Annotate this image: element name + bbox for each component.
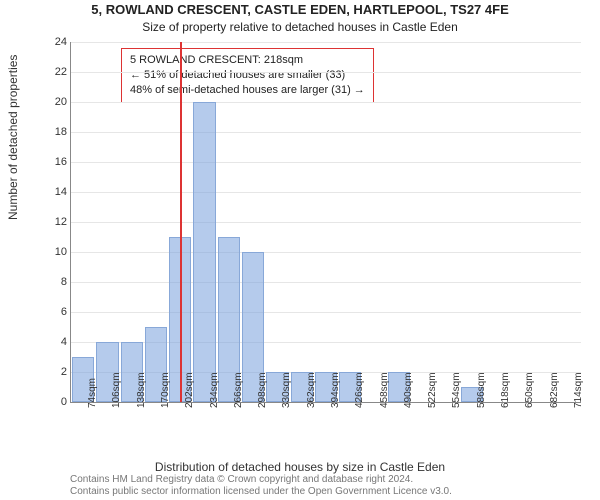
y-tick-label: 24	[41, 36, 67, 48]
page-subtitle: Size of property relative to detached ho…	[0, 20, 600, 34]
y-tick-label: 12	[41, 216, 67, 228]
page-title: 5, ROWLAND CRESCENT, CASTLE EDEN, HARTLE…	[0, 2, 600, 17]
annotation-line: 5 ROWLAND CRESCENT: 218sqm	[130, 53, 365, 68]
chart-plot-area: 5 ROWLAND CRESCENT: 218sqm ← 51% of deta…	[70, 42, 581, 403]
x-tick-label: 522sqm	[427, 372, 438, 408]
x-tick-label: 362sqm	[306, 372, 317, 408]
gridline	[71, 72, 581, 73]
x-tick-label: 170sqm	[160, 372, 171, 408]
annotation-line: 48% of semi-detached houses are larger (…	[130, 83, 365, 98]
x-tick-label: 490sqm	[403, 372, 414, 408]
x-tick-label: 234sqm	[209, 372, 220, 408]
x-tick-label: 74sqm	[87, 378, 98, 408]
y-tick-label: 2	[41, 366, 67, 378]
credits-line: Contains public sector information licen…	[70, 486, 590, 498]
x-tick-label: 586sqm	[476, 372, 487, 408]
x-tick-label: 138sqm	[136, 372, 147, 408]
histogram-bar	[193, 102, 215, 402]
gridline	[71, 222, 581, 223]
x-tick-label: 554sqm	[451, 372, 462, 408]
y-tick-label: 18	[41, 126, 67, 138]
x-axis-label: Distribution of detached houses by size …	[0, 460, 600, 474]
x-tick-label: 330sqm	[281, 372, 292, 408]
y-tick-label: 4	[41, 336, 67, 348]
credits-line: Contains HM Land Registry data © Crown c…	[70, 474, 590, 486]
x-tick-label: 682sqm	[549, 372, 560, 408]
gridline	[71, 252, 581, 253]
y-tick-label: 14	[41, 186, 67, 198]
gridline	[71, 192, 581, 193]
credits: Contains HM Land Registry data © Crown c…	[70, 474, 590, 498]
y-axis-label: Number of detached properties	[6, 55, 20, 220]
gridline	[71, 282, 581, 283]
annotation-line: ← 51% of detached houses are smaller (33…	[130, 68, 365, 83]
x-tick-label: 458sqm	[379, 372, 390, 408]
gridline	[71, 102, 581, 103]
gridline	[71, 42, 581, 43]
x-tick-label: 426sqm	[354, 372, 365, 408]
y-tick-label: 22	[41, 66, 67, 78]
x-tick-label: 298sqm	[257, 372, 268, 408]
x-tick-label: 266sqm	[233, 372, 244, 408]
gridline	[71, 162, 581, 163]
y-tick-label: 16	[41, 156, 67, 168]
y-tick-label: 6	[41, 306, 67, 318]
x-tick-label: 202sqm	[184, 372, 195, 408]
x-tick-label: 714sqm	[573, 372, 584, 408]
x-tick-label: 394sqm	[330, 372, 341, 408]
marker-annotation: 5 ROWLAND CRESCENT: 218sqm ← 51% of deta…	[121, 48, 374, 103]
y-tick-label: 10	[41, 246, 67, 258]
gridline	[71, 312, 581, 313]
marker-line	[180, 42, 182, 402]
y-tick-label: 0	[41, 396, 67, 408]
gridline	[71, 132, 581, 133]
y-tick-label: 20	[41, 96, 67, 108]
x-tick-label: 618sqm	[500, 372, 511, 408]
y-tick-label: 8	[41, 276, 67, 288]
x-tick-label: 106sqm	[111, 372, 122, 408]
x-tick-label: 650sqm	[524, 372, 535, 408]
